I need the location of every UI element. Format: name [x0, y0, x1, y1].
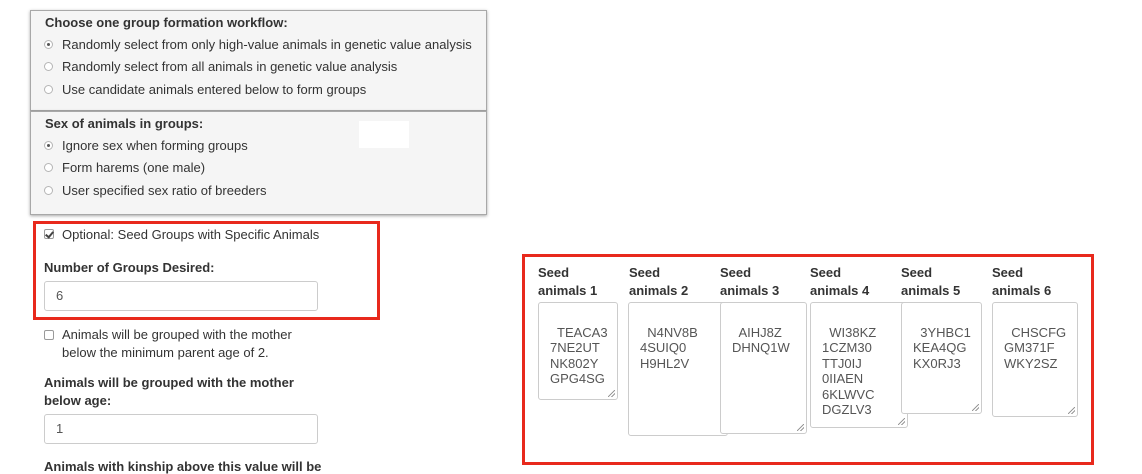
- seed-animals-2-text: N4NV8B 4SUIQ0 H9HL2V: [640, 324, 698, 371]
- radio-workflow-all-animals[interactable]: Randomly select from all animals in gene…: [44, 59, 397, 74]
- radio-workflow-high-value[interactable]: Randomly select from only high-value ani…: [44, 37, 472, 52]
- seed-animals-3-text: AIHJ8Z DHNQ1W: [732, 324, 790, 356]
- seed-animals-5-textarea[interactable]: 3YHBC1 KEA4QG KX0RJ3: [901, 302, 982, 414]
- workflow-panel: Choose one group formation workflow: Ran…: [30, 10, 487, 111]
- seed-header-line: animals 3: [720, 283, 780, 298]
- radio-unselected-icon[interactable]: [44, 163, 53, 172]
- radio-label: Ignore sex when forming groups: [62, 138, 248, 153]
- radio-label: User specified sex ratio of breeders: [62, 183, 267, 198]
- mother-age-label-1: Animals will be grouped with the mother: [44, 375, 294, 390]
- sex-panel: Sex of animals in groups: Ignore sex whe…: [30, 111, 487, 215]
- seed-animals-5-header: Seed animals 5: [901, 264, 960, 300]
- seed-header-line: animals 4: [810, 283, 870, 298]
- seed-animals-1-textarea[interactable]: TEACA3 7NE2UT NK802Y GPG4SG: [538, 302, 618, 400]
- seed-option-highlight: [33, 221, 380, 320]
- seed-header-line: animals 1: [538, 283, 598, 298]
- seed-animals-6-header: Seed animals 6: [992, 264, 1051, 300]
- seed-groups-checkbox[interactable]: [44, 229, 54, 239]
- resize-handle-icon[interactable]: [797, 424, 804, 431]
- radio-sex-ratio[interactable]: User specified sex ratio of breeders: [44, 183, 266, 198]
- seed-animals-1-text: TEACA3 7NE2UT NK802Y GPG4SG: [550, 324, 608, 387]
- radio-label: Randomly select from only high-value ani…: [62, 37, 472, 52]
- seed-header-line: Seed: [720, 265, 752, 280]
- mother-grouping-label-2: below the minimum parent age of 2.: [62, 345, 269, 360]
- seed-header-line: Seed: [810, 265, 842, 280]
- num-groups-input[interactable]: 6: [44, 281, 318, 311]
- radio-sex-harems[interactable]: Form harems (one male): [44, 160, 205, 175]
- seed-animals-4-textarea[interactable]: WI38KZ 1CZM30 TTJ0IJ 0IIAEN 6KLWVC DGZLV…: [810, 302, 908, 428]
- radio-label: Use candidate animals entered below to f…: [62, 82, 367, 97]
- mother-age-input[interactable]: 1: [44, 414, 318, 444]
- mother-age-label-2: below age:: [44, 393, 112, 408]
- radio-label: Form harems (one male): [62, 160, 206, 175]
- radio-unselected-icon[interactable]: [44, 62, 53, 71]
- seed-header-line: Seed: [901, 265, 933, 280]
- resize-handle-icon[interactable]: [898, 418, 905, 425]
- seed-animals-2-textarea[interactable]: N4NV8B 4SUIQ0 H9HL2V: [628, 302, 728, 436]
- seed-header-line: Seed: [992, 265, 1024, 280]
- seed-header-line: animals 2: [629, 283, 689, 298]
- kinship-label: Animals with kinship above this value wi…: [44, 459, 322, 474]
- radio-label: Randomly select from all animals in gene…: [62, 59, 398, 74]
- workflow-label: Choose one group formation workflow:: [45, 15, 288, 30]
- seed-animals-2-header: Seed animals 2: [629, 264, 688, 300]
- seed-animals-1-header: Seed animals 1: [538, 264, 597, 300]
- seed-animals-3-textarea[interactable]: AIHJ8Z DHNQ1W: [720, 302, 807, 434]
- mother-grouping-label-1: Animals will be grouped with the mother: [62, 327, 292, 342]
- radio-selected-icon[interactable]: [44, 40, 53, 49]
- seed-animals-6-text: CHSCFG GM371F WKY2SZ: [1004, 324, 1067, 371]
- sex-label: Sex of animals in groups:: [45, 116, 204, 131]
- radio-unselected-icon[interactable]: [44, 186, 53, 195]
- num-groups-label: Number of Groups Desired:: [44, 260, 215, 275]
- radio-selected-icon[interactable]: [44, 141, 53, 150]
- radio-sex-ignore[interactable]: Ignore sex when forming groups: [44, 138, 248, 153]
- mother-grouping-checkbox[interactable]: [44, 330, 54, 340]
- seed-header-line: animals 6: [992, 283, 1052, 298]
- seed-header-line: Seed: [629, 265, 661, 280]
- blank-overlay: [359, 121, 409, 148]
- seed-animals-5-text: 3YHBC1 KEA4QG KX0RJ3: [913, 324, 971, 371]
- seed-animals-highlight: [522, 254, 1094, 465]
- radio-unselected-icon[interactable]: [44, 85, 53, 94]
- seed-animals-4-text: WI38KZ 1CZM30 TTJ0IJ 0IIAEN 6KLWVC DGZLV…: [822, 324, 877, 418]
- seed-animals-6-textarea[interactable]: CHSCFG GM371F WKY2SZ: [992, 302, 1078, 417]
- seed-header-line: animals 5: [901, 283, 961, 298]
- resize-handle-icon[interactable]: [972, 404, 979, 411]
- resize-handle-icon[interactable]: [608, 390, 615, 397]
- seed-groups-label: Optional: Seed Groups with Specific Anim…: [62, 227, 320, 242]
- seed-animals-4-header: Seed animals 4: [810, 264, 869, 300]
- seed-animals-3-header: Seed animals 3: [720, 264, 779, 300]
- resize-handle-icon[interactable]: [1068, 407, 1075, 414]
- radio-workflow-candidates[interactable]: Use candidate animals entered below to f…: [44, 82, 366, 97]
- seed-header-line: Seed: [538, 265, 570, 280]
